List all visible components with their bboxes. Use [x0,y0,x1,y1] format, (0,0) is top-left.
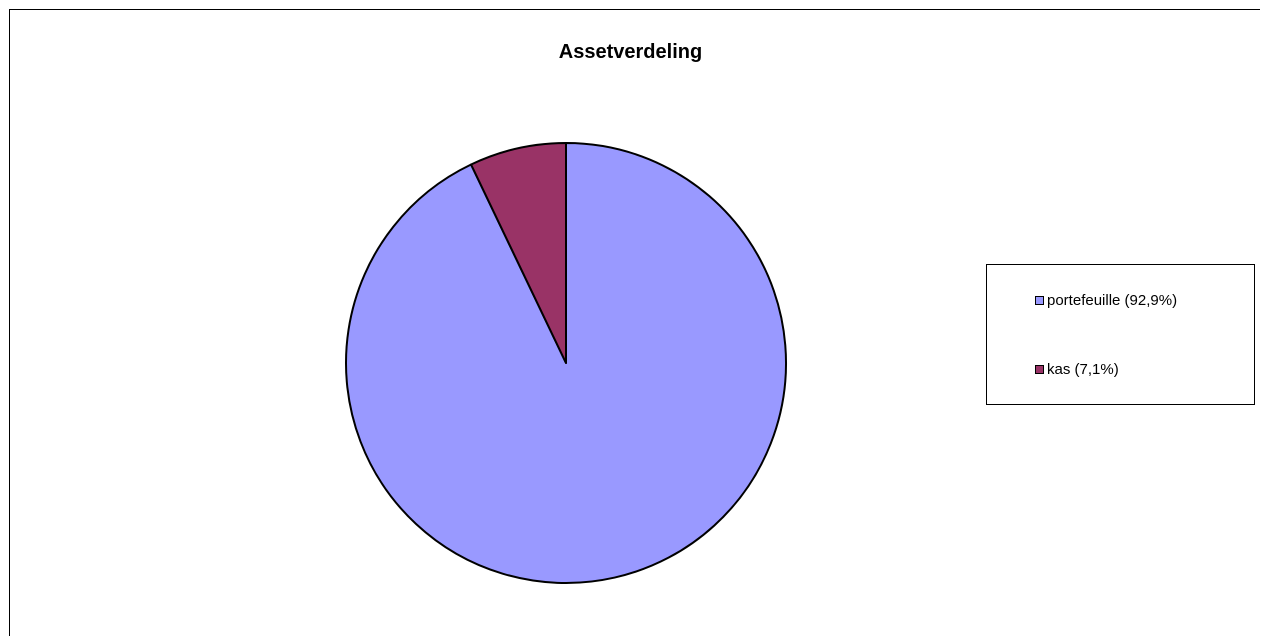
chart-title: Assetverdeling [558,41,703,63]
legend-label-portefeuille: portefeuille (92,9%) [1047,292,1178,309]
legend-item-kas: kas (7,1%) [1035,361,1119,378]
legend-item-portefeuille: portefeuille (92,9%) [1035,292,1177,309]
legend-label-kas: kas (7,1%) [1047,361,1119,378]
chart-legend: portefeuille (92,9%) kas (7,1%) [986,264,1255,405]
pie-slice-1 [470,142,567,364]
legend-swatch-kas [1035,365,1044,374]
legend-swatch-portefeuille [1035,296,1044,305]
